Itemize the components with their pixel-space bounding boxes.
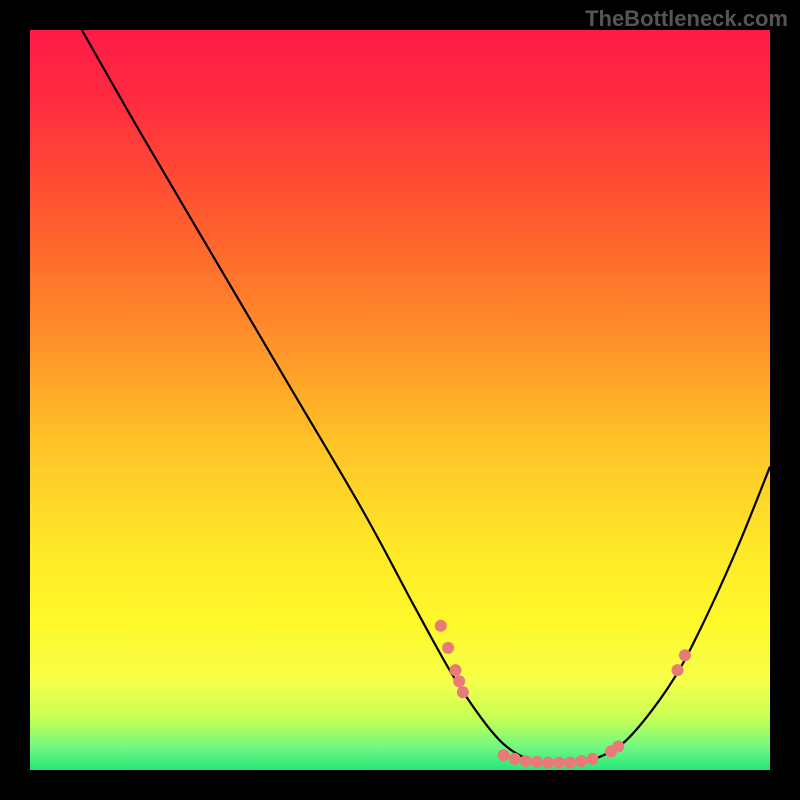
data-marker: [520, 755, 532, 767]
data-marker: [435, 620, 447, 632]
data-marker: [457, 686, 469, 698]
data-marker: [509, 753, 521, 765]
data-marker: [498, 749, 510, 761]
data-marker: [672, 664, 684, 676]
data-marker: [564, 757, 576, 769]
data-marker: [542, 757, 554, 769]
data-marker: [553, 757, 565, 769]
data-marker: [679, 649, 691, 661]
data-marker: [612, 740, 624, 752]
data-marker: [531, 756, 543, 768]
data-marker: [442, 642, 454, 654]
plot-background-gradient: [30, 30, 770, 770]
data-marker: [586, 753, 598, 765]
chart-container: TheBottleneck.com: [0, 0, 800, 800]
watermark-text: TheBottleneck.com: [585, 6, 788, 32]
data-marker: [450, 664, 462, 676]
data-marker: [453, 675, 465, 687]
data-marker: [575, 755, 587, 767]
chart-svg: [0, 0, 800, 800]
